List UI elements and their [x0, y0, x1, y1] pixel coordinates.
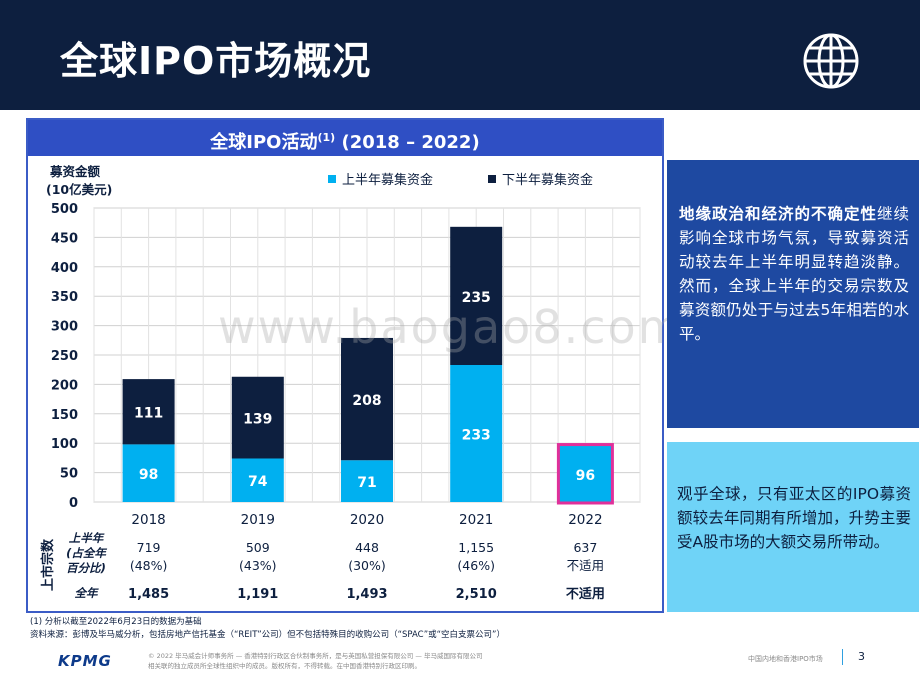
bar-h1-2022 [559, 445, 612, 502]
footnote-1: (1) 分析以截至2022年6月23日的数据为基础 [30, 617, 202, 627]
x-tick-label: 2021 [459, 512, 493, 528]
full-year-row-label: 全年 [75, 586, 99, 600]
h1-deal-count: 509 [246, 540, 270, 555]
bar-value-label: 233 [462, 427, 491, 443]
x-tick-label: 2019 [241, 512, 275, 528]
chart-title: 全球IPO活动(1) (2018 – 2022) [28, 120, 662, 156]
y-tick-label: 450 [51, 231, 78, 246]
bar-h2-2018 [122, 379, 175, 445]
full-year-deal-count: 1,485 [128, 587, 169, 602]
bar-value-label: 111 [134, 406, 163, 422]
legal-line-2: 相关联的独立成员所全球性组织中的成员。版权所有，不得转载。在中国香港特别行政区印… [148, 662, 421, 670]
bar-value-label: 208 [352, 393, 381, 409]
y-axis-label: 募资金额 [49, 164, 101, 179]
bar-value-label: 71 [357, 475, 376, 491]
bar-h1-2021 [450, 364, 503, 502]
h1-deal-count: 1,155 [458, 540, 494, 555]
legend-label: 下半年募集资金 [502, 172, 593, 188]
insight-box-geopolitics: 地缘政治和经济的不确定性继续影响全球市场气氛，导致募资活动较去年上半年明显转趋淡… [667, 160, 919, 428]
h1-deal-count: 637 [573, 540, 597, 555]
y-tick-label: 150 [51, 408, 78, 423]
footnotes: (1) 分析以截至2022年6月23日的数据为基础 资料来源：彭博及毕马威分析，… [30, 616, 505, 642]
legend-label: 上半年募集资金 [342, 172, 433, 188]
table-side-label: 上市宗数 [40, 538, 56, 591]
y-tick-label: 200 [51, 378, 78, 393]
h1-deal-share: (48%) [130, 558, 168, 573]
footer-report-name: 中国内地和香港IPO市场 [748, 655, 823, 663]
legal-notice: © 2022 毕马威会计师事务所 — 香港特别行政区合伙制事务所，是与英国私营担… [148, 651, 568, 671]
insight-text-2: 观乎全球，只有亚太区的IPO募资额较去年同期有所增加，升势主要受A股市场的大额交… [677, 485, 911, 551]
chart-title-years: (2018 – 2022) [341, 132, 480, 153]
bar-h1-2018 [122, 444, 175, 502]
bar-value-label: 96 [576, 468, 595, 484]
watermark: www.baogao8.com [218, 300, 685, 354]
insight-bold: 地缘政治和经济的不确定性 [679, 205, 877, 223]
h1-deal-count: 719 [137, 540, 161, 555]
h1-deal-share: (46%) [457, 558, 495, 573]
x-tick-label: 2022 [568, 512, 602, 528]
h1-deal-share: (30%) [348, 558, 386, 573]
bar-h1-2019 [231, 458, 284, 502]
bar-value-label: 74 [248, 474, 268, 490]
page-number: 3 [858, 650, 865, 663]
bar-h2-2021 [450, 226, 503, 365]
legend-swatch [328, 175, 336, 183]
h1-deal-share: 不适用 [567, 558, 605, 573]
y-tick-label: 100 [51, 437, 78, 452]
full-year-deal-count: 2,510 [456, 587, 497, 602]
x-tick-label: 2020 [350, 512, 384, 528]
full-year-deal-count: 1,191 [237, 587, 278, 602]
chart-title-text: 全球IPO活动 [210, 132, 318, 153]
h1-deal-count: 448 [355, 540, 379, 555]
highlight-box-2022 [556, 443, 614, 505]
header-bar: 全球IPO市场概况 [0, 0, 920, 110]
legal-line-1: © 2022 毕马威会计师事务所 — 香港特别行政区合伙制事务所，是与英国私营担… [148, 652, 483, 660]
legend-swatch [488, 175, 496, 183]
page-title: 全球IPO市场概况 [60, 39, 372, 83]
y-tick-label: 250 [51, 349, 78, 364]
y-tick-label: 500 [51, 202, 78, 217]
h1-deal-share: (43%) [239, 558, 277, 573]
bar-h2-2019 [231, 376, 284, 459]
y-tick-label: 350 [51, 290, 78, 305]
insight-box-asia-pacific: 观乎全球，只有亚太区的IPO募资额较去年同期有所增加，升势主要受A股市场的大额交… [667, 442, 919, 612]
globe-icon [803, 33, 859, 89]
chart-title-sup: (1) [317, 131, 336, 144]
y-tick-label: 300 [51, 320, 78, 335]
ipo-bar-chart: 0 50 100 150 200 250 300 350 400 450 500 募资金额 (10亿美元… [40, 164, 641, 602]
y-tick-label: 50 [60, 467, 78, 482]
y-axis-unit: (10亿美元) [46, 182, 112, 197]
bar-h2-2020 [341, 337, 393, 461]
bar-value-label: 98 [139, 467, 158, 483]
bar-h1-2020 [341, 460, 393, 502]
y-tick-label: 400 [51, 261, 78, 276]
full-year-deal-count: 不适用 [566, 586, 605, 602]
footer-separator [842, 649, 843, 665]
footnote-source: 资料来源：彭博及毕马威分析，包括房地产信托基金（“REIT”公司）但不包括特殊目… [30, 630, 505, 640]
insight-body: 继续影响全球市场气氛，导致募资活动较去年上半年明显转趋淡静。然而，全球上半年的交… [679, 205, 909, 343]
kpmg-logo: KPMG [58, 652, 112, 670]
insight-text-1: 地缘政治和经济的不确定性继续影响全球市场气氛，导致募资活动较去年上半年明显转趋淡… [679, 202, 909, 346]
full-year-deal-count: 1,493 [346, 587, 387, 602]
h1-row-label: (占全年 [66, 546, 107, 560]
h1-row-label: 百分比) [66, 561, 106, 575]
h1-row-label: 上半年 [69, 531, 105, 545]
bar-value-label: 139 [243, 412, 272, 428]
y-tick-label: 0 [69, 496, 78, 511]
bar-value-label: 235 [462, 290, 491, 306]
x-tick-label: 2018 [131, 512, 165, 528]
chart-panel: 全球IPO活动(1) (2018 – 2022) 0 50 100 150 200 250… [26, 118, 664, 613]
